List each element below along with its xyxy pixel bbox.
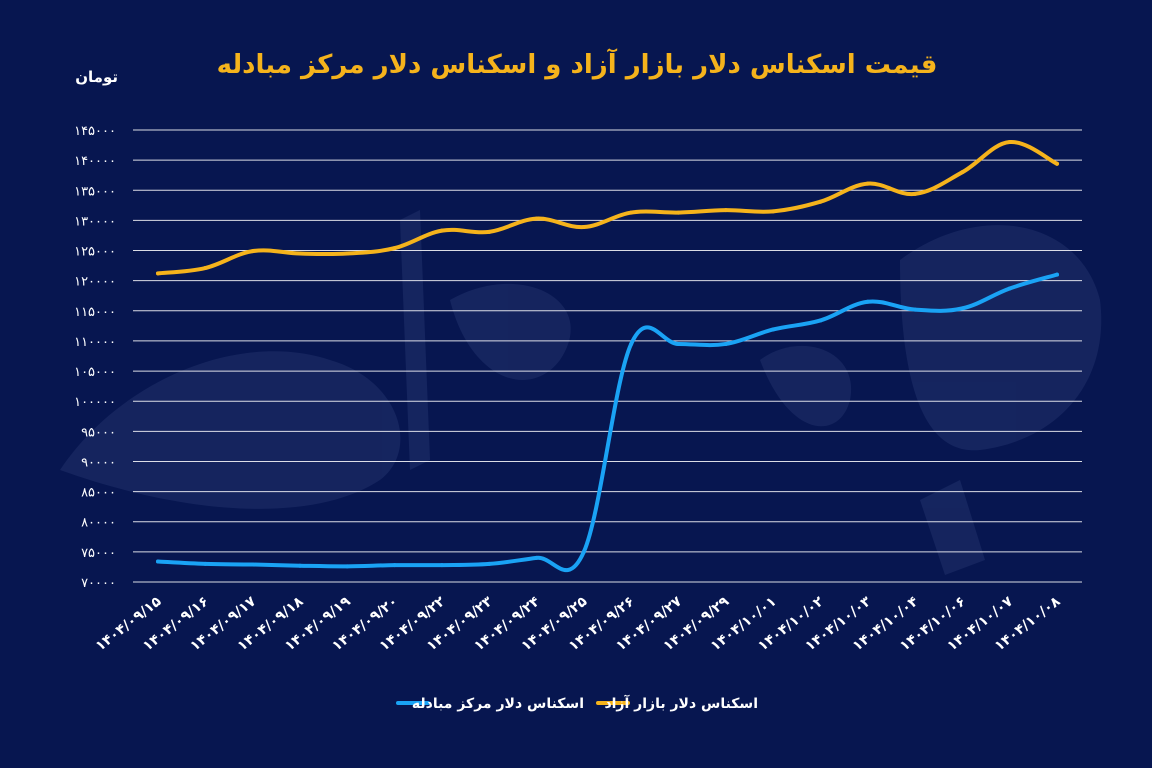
y-tick-label: ۱۲۰۰۰۰: [74, 275, 116, 290]
data-point: [771, 209, 776, 214]
data-point: [250, 562, 255, 567]
y-tick-label: ۸۰۰۰۰: [81, 516, 116, 531]
data-point: [629, 341, 634, 346]
y-axis-label: تومان: [75, 68, 118, 86]
series-line-free-market: [156, 140, 1059, 276]
y-tick-label: ۱۰۵۰۰۰: [74, 365, 116, 380]
data-point: [487, 229, 492, 234]
data-point: [818, 199, 823, 204]
data-point: [345, 564, 350, 569]
data-point: [487, 561, 492, 566]
data-point: [297, 563, 302, 568]
data-point: [1055, 272, 1059, 277]
y-axis-ticks: ۷۰۰۰۰ ۷۵۰۰۰ ۸۰۰۰۰ ۸۵۰۰۰ ۹۰۰۰۰ ۹۵۰۰۰ ۱۰۰۰۰۰ ۱۰۵۰…: [74, 124, 116, 591]
y-tick-label: ۱۴۵۰۰۰: [74, 124, 116, 139]
series-line-exchange-center: [156, 272, 1059, 572]
data-point: [723, 341, 728, 346]
series-lines: [156, 140, 1059, 572]
y-tick-label: ۱۲۵۰۰۰: [74, 245, 116, 260]
data-point: [439, 563, 444, 568]
data-point: [865, 181, 870, 186]
data-point: [960, 170, 965, 175]
data-point: [203, 266, 208, 271]
x-axis-ticks: ۱۴۰۴/۰۹/۱۵۱۴۰۴/۰۹/۱۶۱۴۰۴/۰۹/۱۷۱۴۰۴/۰۹/۱۸…: [93, 593, 1064, 654]
data-point: [771, 327, 776, 332]
data-point: [203, 561, 208, 566]
data-point: [439, 228, 444, 233]
y-tick-label: ۱۱۵۰۰۰: [74, 305, 116, 320]
data-point: [629, 210, 634, 215]
legend: اسکناس دلار بازار آزاد اسکناس دلار مرکز …: [396, 694, 758, 712]
data-point: [392, 563, 397, 568]
data-point: [676, 210, 681, 215]
y-tick-label: ۷۰۰۰۰: [81, 576, 116, 591]
data-point: [818, 318, 823, 323]
data-point: [581, 549, 586, 554]
data-point: [534, 216, 539, 221]
data-point: [865, 299, 870, 304]
chart-title: قیمت اسکناس دلار بازار آزاد و اسکناس دلا…: [217, 48, 938, 80]
data-point: [913, 307, 918, 312]
data-point: [581, 225, 586, 230]
data-point: [534, 555, 539, 560]
legend-label-free-market: اسکناس دلار بازار آزاد: [604, 694, 758, 712]
data-point: [250, 249, 255, 254]
data-point: [392, 246, 397, 251]
y-tick-label: ۹۵۰۰۰: [81, 425, 116, 440]
y-tick-label: ۱۱۰۰۰۰: [74, 335, 116, 350]
data-point: [156, 559, 160, 564]
data-point: [1055, 161, 1059, 166]
data-point: [1007, 286, 1012, 291]
data-point: [960, 306, 965, 311]
y-tick-label: ۱۳۰۰۰۰: [74, 214, 116, 229]
y-tick-label: ۷۵۰۰۰: [81, 546, 116, 561]
y-tick-label: ۹۰۰۰۰: [81, 455, 116, 470]
y-tick-label: ۱۰۰۰۰۰: [74, 395, 116, 410]
data-point: [345, 251, 350, 256]
data-point: [156, 271, 160, 276]
data-point: [723, 208, 728, 213]
data-point: [297, 251, 302, 256]
data-point: [676, 341, 681, 346]
legend-label-exchange-center: اسکناس دلار مرکز مبادله: [412, 696, 584, 712]
y-tick-label: ۱۳۵۰۰۰: [74, 184, 116, 199]
y-tick-label: ۱۴۰۰۰۰: [74, 154, 116, 169]
watermark-logo: [60, 210, 1102, 575]
data-point: [1007, 140, 1012, 145]
y-tick-label: ۸۵۰۰۰: [81, 486, 116, 501]
data-point: [913, 191, 918, 196]
